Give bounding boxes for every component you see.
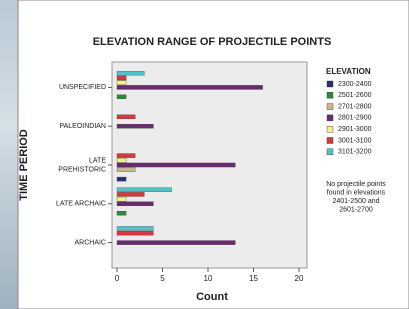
legend-swatch bbox=[327, 138, 333, 144]
annotation: 2401-2500 and bbox=[332, 198, 379, 205]
legend-swatch bbox=[327, 81, 333, 87]
bar bbox=[117, 115, 135, 119]
x-tick-label: 20 bbox=[295, 274, 304, 283]
bar bbox=[117, 71, 144, 75]
x-tick-label: 15 bbox=[249, 274, 258, 283]
bar bbox=[117, 95, 126, 99]
annotation: found in elevations bbox=[327, 189, 386, 196]
chart-title: ELEVATION RANGE OF PROJECTILE POINTS bbox=[93, 36, 332, 48]
bar bbox=[117, 197, 126, 201]
legend-swatch bbox=[327, 115, 333, 121]
bar bbox=[117, 177, 126, 181]
legend-label: 3101-3200 bbox=[338, 149, 372, 156]
bar bbox=[117, 85, 263, 89]
bar bbox=[117, 226, 153, 230]
y-tick-label: UNSPECIFIED bbox=[59, 84, 106, 91]
bar bbox=[117, 76, 126, 80]
legend-label: 2300-2400 bbox=[338, 81, 372, 88]
bar bbox=[117, 163, 235, 167]
annotation: 2601-2700 bbox=[339, 206, 373, 213]
bar bbox=[117, 241, 235, 245]
bar bbox=[117, 168, 135, 172]
legend-swatch bbox=[327, 92, 333, 98]
y-axis-label: TIME PERIOD bbox=[18, 129, 30, 201]
label-line: PREHISTORIC bbox=[58, 166, 106, 173]
annotation: No projectile points bbox=[326, 181, 386, 188]
legend-label: 2801-2900 bbox=[338, 115, 372, 122]
label-line: LATE bbox=[89, 157, 106, 164]
bar bbox=[117, 124, 153, 128]
bar bbox=[117, 188, 172, 192]
x-tick-label: 0 bbox=[115, 274, 120, 283]
bar bbox=[117, 81, 126, 85]
x-axis-label: Count bbox=[196, 291, 228, 303]
y-tick-label: PALEOINDIAN bbox=[59, 123, 106, 130]
y-tick-label: ARCHAIC bbox=[74, 239, 106, 246]
legend-swatch bbox=[327, 126, 333, 132]
legend-title: ELEVATION bbox=[326, 67, 371, 76]
legend-swatch bbox=[327, 149, 333, 155]
legend-label: 2501-2600 bbox=[338, 92, 372, 99]
bar bbox=[117, 158, 126, 162]
bar bbox=[117, 202, 153, 206]
legend-label: 2701-2800 bbox=[338, 103, 372, 110]
x-tick-label: 10 bbox=[204, 274, 213, 283]
bar bbox=[117, 192, 144, 196]
bar bbox=[117, 154, 135, 158]
legend-label: 3001-3100 bbox=[338, 137, 372, 144]
legend-label: 2901-3000 bbox=[338, 126, 372, 133]
x-tick-label: 5 bbox=[160, 274, 165, 283]
bar bbox=[117, 211, 126, 215]
chart: ELEVATION RANGE OF PROJECTILE POINTS Cou… bbox=[0, 0, 409, 309]
y-tick-label: LATE ARCHAIC bbox=[56, 201, 106, 208]
legend-swatch bbox=[327, 104, 333, 110]
bar bbox=[117, 231, 153, 235]
